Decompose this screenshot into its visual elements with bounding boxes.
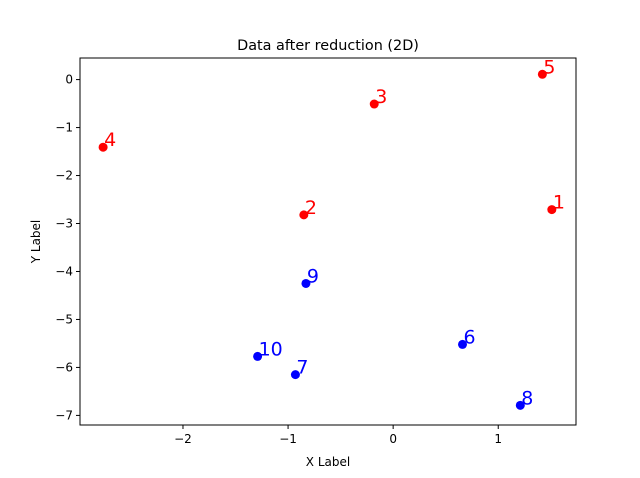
data-point <box>515 400 525 410</box>
x-tick-label: −1 <box>279 432 297 446</box>
y-tick-label: 0 <box>65 73 73 87</box>
x-tick-label: 1 <box>494 432 502 446</box>
data-point-label: 3 <box>375 86 387 108</box>
data-point-label: 6 <box>464 326 476 348</box>
x-tick-label: −2 <box>174 432 192 446</box>
data-point <box>301 278 311 288</box>
ticks-layer: −2 −1 0 10−1−2−3−4−5−6−7 <box>55 73 502 446</box>
y-tick-label: −3 <box>55 217 73 231</box>
data-point <box>369 99 379 109</box>
y-axis-label: Y Label <box>29 220 43 265</box>
data-point-label: 5 <box>543 56 555 78</box>
plot-frame <box>79 57 577 426</box>
data-point <box>299 210 309 220</box>
y-tick-label: −7 <box>55 408 73 422</box>
y-tick-label: −2 <box>55 169 73 183</box>
data-point <box>458 339 468 349</box>
data-point-label: 2 <box>305 197 317 219</box>
y-tick-label: −5 <box>55 312 73 326</box>
y-tick-label: −6 <box>55 360 73 374</box>
data-point <box>290 370 300 380</box>
data-point-label: 9 <box>307 265 319 287</box>
x-axis-label: X Label <box>306 455 350 469</box>
data-point <box>537 69 547 79</box>
data-point-label: 4 <box>104 129 116 151</box>
x-tick-label: 0 <box>389 432 397 446</box>
y-tick-label: −4 <box>55 264 73 278</box>
data-point-label: 1 <box>553 192 565 214</box>
data-point-label: 8 <box>521 387 533 409</box>
chart-title: Data after reduction (2D) <box>237 38 419 54</box>
data-point-label: 10 <box>259 338 283 360</box>
data-point <box>547 205 557 215</box>
data-point-label: 7 <box>296 357 308 379</box>
data-point <box>98 142 108 152</box>
y-tick-label: −1 <box>55 121 73 135</box>
points-layer: 1 2 3 4 5 6 7 8 9 10 <box>98 56 565 410</box>
data-point <box>253 351 263 361</box>
